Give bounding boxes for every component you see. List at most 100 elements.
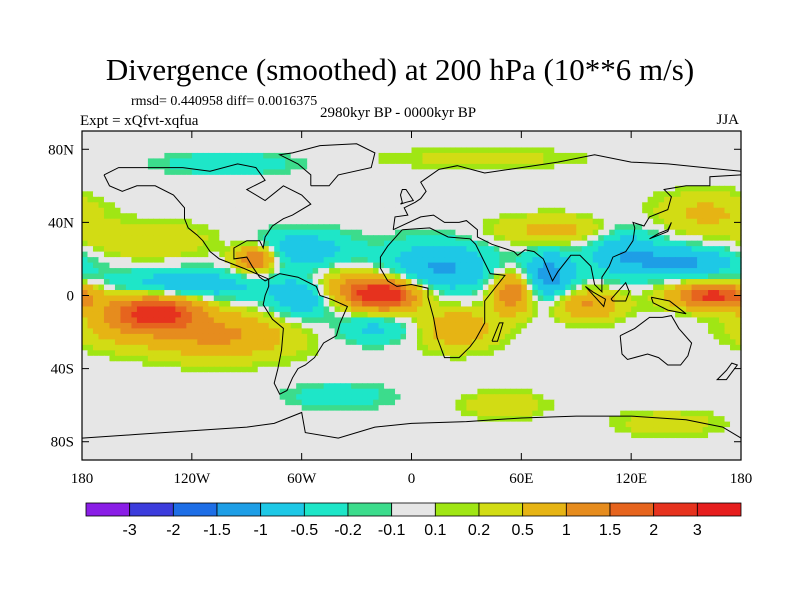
heatmap-cell [180, 268, 187, 275]
heatmap-cell [235, 207, 242, 214]
heatmap-cell [416, 191, 424, 198]
heatmap-cell [488, 136, 495, 143]
heatmap-cell [219, 300, 226, 308]
heatmap-cell [180, 240, 187, 247]
heatmap-cell [362, 235, 369, 242]
heatmap-cell [290, 344, 297, 351]
heatmap-cell [109, 158, 116, 165]
heatmap-cell [257, 246, 264, 253]
heatmap-cell [416, 213, 424, 220]
heatmap-cell [658, 300, 665, 308]
heatmap-cell [664, 268, 671, 275]
heatmap-cell [213, 169, 220, 176]
heatmap-cell [532, 240, 539, 247]
heatmap-cell [526, 295, 533, 302]
heatmap-cell [713, 333, 720, 340]
heatmap-cell [301, 290, 308, 297]
heatmap-cell [510, 191, 517, 198]
heatmap-cell [208, 284, 215, 291]
heatmap-cell [400, 224, 407, 231]
heatmap-cell [252, 333, 259, 340]
heatmap-cell [400, 185, 407, 192]
heatmap-cell [411, 163, 418, 170]
heatmap-cell [362, 306, 369, 313]
heatmap-cell [713, 207, 720, 214]
heatmap-cell [504, 279, 511, 286]
heatmap-cell [389, 262, 396, 269]
heatmap-cell [691, 317, 698, 324]
heatmap-cell [125, 191, 133, 198]
heatmap-cell [362, 185, 369, 192]
heatmap-cell [554, 152, 561, 160]
heatmap-cell [290, 229, 297, 236]
heatmap-cell [708, 322, 715, 329]
heatmap-cell [719, 300, 726, 308]
heatmap-cell [565, 295, 572, 302]
heatmap-cell [87, 169, 94, 176]
heatmap-cell [92, 300, 100, 308]
heatmap-cell [515, 317, 522, 324]
heatmap-cell [576, 213, 583, 220]
heatmap-cell [318, 322, 325, 329]
heatmap-cell [477, 169, 484, 176]
heatmap-cell [323, 350, 330, 357]
heatmap-cell [565, 169, 572, 176]
heatmap-cell [664, 180, 671, 187]
heatmap-cell [208, 251, 215, 258]
heatmap-cell [466, 257, 473, 264]
heatmap-cell [460, 147, 468, 154]
heatmap-cell [493, 141, 500, 149]
heatmap-cell [131, 207, 138, 214]
heatmap-cell [114, 180, 122, 187]
heatmap-cell [411, 333, 418, 340]
heatmap-cell [197, 136, 204, 143]
heatmap-cell [235, 295, 242, 302]
heatmap-cell [592, 136, 599, 143]
heatmap-cell [191, 251, 198, 258]
heatmap-cell [499, 344, 506, 351]
heatmap-cell [675, 251, 682, 258]
heatmap-cell [675, 158, 682, 165]
heatmap-cell [675, 185, 682, 192]
heatmap-cell [142, 290, 149, 297]
heatmap-cell [153, 147, 160, 154]
heatmap-cell [581, 311, 588, 319]
heatmap-cell [449, 300, 457, 308]
heatmap-cell [180, 290, 187, 297]
heatmap-cell [153, 180, 160, 187]
heatmap-cell [158, 317, 165, 324]
heatmap-cell [252, 284, 259, 291]
heatmap-cell [202, 268, 209, 275]
heatmap-cell [406, 257, 413, 264]
heatmap-cell [180, 322, 187, 329]
heatmap-cell [658, 218, 665, 225]
heatmap-cell [680, 328, 687, 335]
heatmap-cell [153, 328, 160, 335]
heatmap-cell [230, 350, 237, 357]
heatmap-cell [197, 163, 204, 170]
heatmap-cell [169, 235, 176, 242]
heatmap-cell [680, 300, 687, 308]
heatmap-cell [406, 131, 413, 138]
heatmap-cell [87, 136, 94, 143]
heatmap-cell [554, 300, 561, 308]
heatmap-cell [532, 246, 539, 253]
heatmap-cell [658, 344, 665, 351]
heatmap-cell [636, 136, 643, 143]
heatmap-cell [323, 317, 330, 324]
heatmap-cell [340, 213, 347, 220]
heatmap-cell [724, 273, 731, 280]
heatmap-cell [389, 322, 396, 329]
heatmap-cell [735, 218, 742, 225]
heatmap-cell [554, 268, 561, 275]
heatmap-cell [504, 185, 511, 192]
heatmap-cell [592, 196, 599, 203]
heatmap-cell [521, 229, 528, 236]
heatmap-cell [735, 152, 742, 160]
heatmap-cell [603, 141, 610, 149]
heatmap-cell [120, 235, 127, 242]
heatmap-cell [471, 322, 478, 329]
heatmap-cell [559, 339, 566, 346]
heatmap-cell [713, 290, 720, 297]
heatmap-cell [565, 229, 572, 236]
